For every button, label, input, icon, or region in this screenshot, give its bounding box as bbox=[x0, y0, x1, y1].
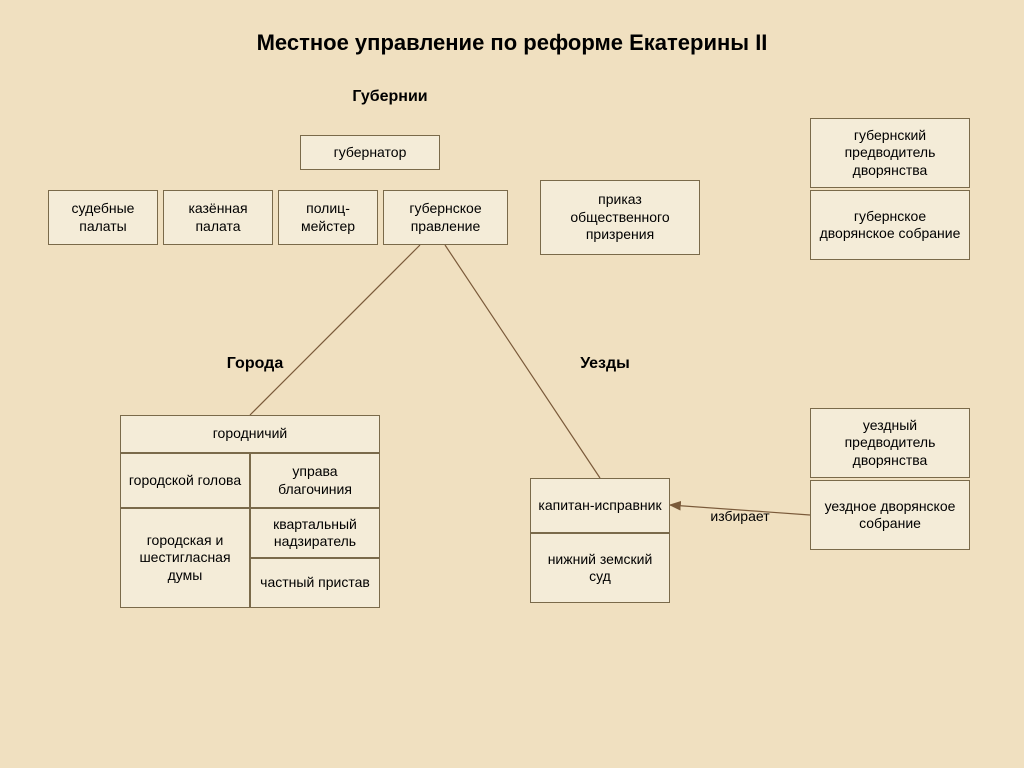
node-polic: полиц-мейстер bbox=[278, 190, 378, 245]
node-kaz-palata: казённая палата bbox=[163, 190, 273, 245]
node-uezd-sobranie: уездное дворянское собрание bbox=[810, 480, 970, 550]
node-nizh-sud: нижний земский суд bbox=[530, 533, 670, 603]
node-uezd-predvoditel: уездный предводитель дворянства bbox=[810, 408, 970, 478]
edge-label-izbiraet: избирает bbox=[700, 508, 780, 524]
node-dumy: городская и шестигласная думы bbox=[120, 508, 250, 608]
section-goroda: Города bbox=[205, 355, 305, 373]
node-gub-predvoditel: губернский предводитель дворянства bbox=[810, 118, 970, 188]
node-prikaz: приказ общественного призрения bbox=[540, 180, 700, 255]
node-uprava: управа благочиния bbox=[250, 453, 380, 508]
node-gorodnichiy: городничий bbox=[120, 415, 380, 453]
node-gub-pravlenie: губернское правление bbox=[383, 190, 508, 245]
title-text: Местное управление по реформе Екатерины … bbox=[257, 30, 768, 55]
node-kapitan: капитан-исправник bbox=[530, 478, 670, 533]
node-sud-palaty: судебные палаты bbox=[48, 190, 158, 245]
section-gubernii: Губернии bbox=[330, 88, 450, 106]
section-uezdy: Уезды bbox=[555, 355, 655, 373]
node-gub-sobranie: губернское дворянское собрание bbox=[810, 190, 970, 260]
diagram-title: Местное управление по реформе Екатерины … bbox=[0, 30, 1024, 56]
diagram-canvas: Местное управление по реформе Екатерины … bbox=[0, 0, 1024, 768]
node-gor-golova: городской голова bbox=[120, 453, 250, 508]
node-kvart-nadz: квартальный надзиратель bbox=[250, 508, 380, 558]
node-gubernator: губернатор bbox=[300, 135, 440, 170]
connector-lines bbox=[0, 0, 1024, 768]
node-chast-pristav: частный пристав bbox=[250, 558, 380, 608]
